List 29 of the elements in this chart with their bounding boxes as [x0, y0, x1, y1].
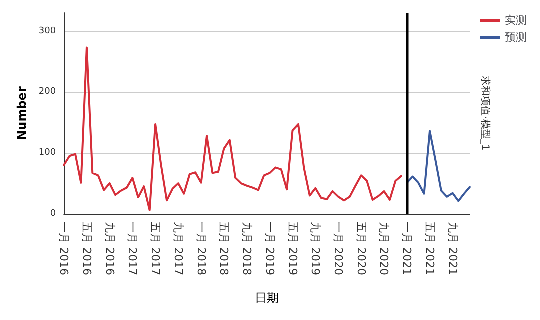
y-tick-label: 300	[38, 26, 56, 36]
x-tick-label: 五月 2018	[218, 222, 231, 276]
x-tick-label: 九月 2020	[378, 222, 391, 276]
x-tick-label: 一月 2019	[263, 222, 276, 276]
x-tick-label: 五月 2016	[80, 222, 94, 276]
y2-axis-title: 求和项值·模型_1	[480, 76, 492, 151]
legend-label: 实测	[505, 14, 527, 27]
legend-label: 预测	[505, 31, 527, 44]
y-tick-label: 200	[38, 87, 56, 98]
x-tick-label: 一月 2020	[332, 222, 346, 276]
x-tick-label: 五月 2021	[423, 222, 436, 276]
line-series	[406, 130, 471, 202]
line-series	[63, 46, 402, 212]
x-tick-label: 九月 2017	[172, 222, 185, 276]
y-axis-title: Number	[15, 86, 29, 140]
x-tick-label: 九月 2019	[309, 222, 322, 276]
x-tick-label: 九月 2016	[103, 222, 116, 276]
x-tick-label: 五月 2019	[286, 222, 300, 276]
x-tick-label: 一月 2018	[194, 222, 208, 276]
x-tick-label: 一月 2021	[400, 222, 414, 276]
x-tick-label: 五月 2017	[149, 222, 162, 276]
x-tick-label: 五月 2020	[354, 222, 368, 276]
x-tick-label: 九月 2021	[446, 222, 460, 276]
y-tick-label: 100	[38, 148, 56, 158]
x-axis-title: 日期	[255, 291, 280, 305]
x-tick-label: 一月 2017	[126, 222, 140, 276]
x-tick-label: 一月 2016	[58, 222, 71, 276]
y-tick-label: 0	[50, 209, 56, 219]
x-tick-label: 九月 2018	[240, 222, 254, 276]
